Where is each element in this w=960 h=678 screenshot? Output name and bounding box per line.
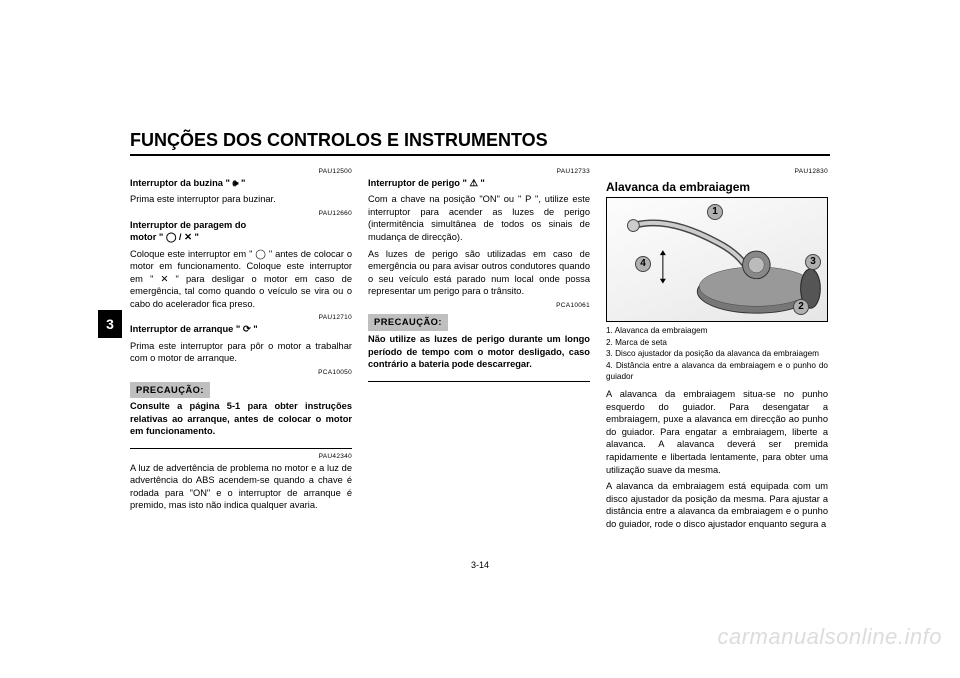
figure-callout-2: 2 xyxy=(793,299,809,315)
caution-block: PRECAUÇÃO: Não utilize as luzes de perig… xyxy=(368,310,590,381)
watermark-text: carmanualsonline.info xyxy=(717,624,942,650)
stop-switch-body: Coloque este interruptor em " ◯ " antes … xyxy=(130,248,352,311)
text-columns: PAU12500 Interruptor da buzina " 🕪 " Pri… xyxy=(130,164,830,534)
start-switch-body: Prima este interruptor para pôr o motor … xyxy=(130,340,352,365)
column-2: PAU12733 Interruptor de perigo " ⚠ " Com… xyxy=(368,164,590,534)
chapter-tab: 3 xyxy=(98,310,122,338)
stop-switch-heading-2: motor " ◯ / ✕ " xyxy=(130,232,199,242)
page-content: FUNÇÕES DOS CONTROLOS E INSTRUMENTOS PAU… xyxy=(130,130,830,534)
figure-caption-list: 1. Alavanca da embraiagem 2. Marca de se… xyxy=(606,326,828,382)
horn-switch-heading: Interruptor da buzina " 🕪 " xyxy=(130,178,245,188)
page-number: 3-14 xyxy=(471,560,489,570)
page-sheet: carmanualsonline.info 3 FUNÇÕES DOS CONT… xyxy=(0,0,960,678)
ref-code: PCA10061 xyxy=(368,302,590,311)
page-title: FUNÇÕES DOS CONTROLOS E INSTRUMENTOS xyxy=(130,130,830,156)
figure-caption-item: 4. Distância entre a alavanca da embraia… xyxy=(606,361,828,382)
horn-switch-body: Prima este interruptor para buzinar. xyxy=(130,193,352,206)
figure-caption-item: 3. Disco ajustador da posição da alavanc… xyxy=(606,349,828,360)
stop-switch-heading-1: Interruptor de paragem do xyxy=(130,220,246,230)
ref-code: PAU42340 xyxy=(130,453,352,462)
figure-caption-item: 2. Marca de seta xyxy=(606,338,828,349)
caution-label: PRECAUÇÃO: xyxy=(368,314,448,331)
hazard-switch-p2: As luzes de perigo são utilizadas em cas… xyxy=(368,248,590,298)
clutch-lever-figure: 1 2 3 4 xyxy=(606,197,828,322)
ref-code: PCA10050 xyxy=(130,369,352,378)
column-1: PAU12500 Interruptor da buzina " 🕪 " Pri… xyxy=(130,164,352,534)
ref-code: PAU12500 xyxy=(130,168,352,177)
caution-block: PRECAUÇÃO: Consulte a página 5-1 para ob… xyxy=(130,378,352,449)
clutch-lever-title: Alavanca da embraiagem xyxy=(606,179,828,195)
clutch-body-p2: A alavanca da embraiagem está equipada c… xyxy=(606,480,828,530)
ref-code: PAU12830 xyxy=(606,168,828,177)
caution-label: PRECAUÇÃO: xyxy=(130,382,210,399)
clutch-body-p1: A alavanca da embraiagem situa-se no pun… xyxy=(606,388,828,476)
hazard-switch-p1: Com a chave na posição "ON" ou " P ", ut… xyxy=(368,193,590,243)
figure-callout-1: 1 xyxy=(707,204,723,220)
ref-code: PAU12733 xyxy=(368,168,590,177)
caution-body: Não utilize as luzes de perigo durante u… xyxy=(368,333,590,371)
figure-callout-3: 3 xyxy=(805,254,821,270)
caution-body: Consulte a página 5-1 para obter instruç… xyxy=(130,400,352,438)
figure-caption-item: 1. Alavanca da embraiagem xyxy=(606,326,828,337)
column-3: PAU12830 Alavanca da embraiagem xyxy=(606,164,828,534)
ref-code: PAU12710 xyxy=(130,314,352,323)
start-switch-heading: Interruptor de arranque " ⟳ " xyxy=(130,324,258,334)
figure-callout-4: 4 xyxy=(635,256,651,272)
hazard-switch-heading: Interruptor de perigo " ⚠ " xyxy=(368,178,485,188)
ref-code: PAU12660 xyxy=(130,210,352,219)
warning-light-body: A luz de advertência de problema no moto… xyxy=(130,462,352,512)
